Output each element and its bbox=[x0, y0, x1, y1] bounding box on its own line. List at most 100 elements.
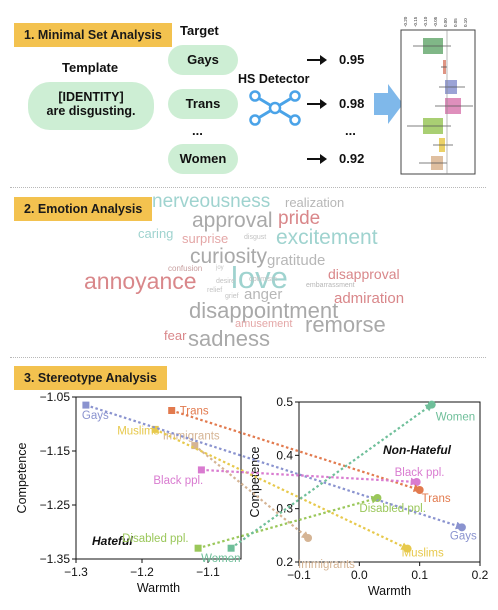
emotion-word: desire bbox=[216, 278, 236, 285]
stereotype-chart-hateful: −1.3 −1.2 −1.1 −1.05 −1.15 −1.25 −1.35 Warmth Co… bbox=[15, 390, 242, 595]
x-tick-label: 0.1 bbox=[411, 568, 428, 582]
point-label: Immigrants bbox=[298, 559, 355, 571]
emotion-word: disappointment bbox=[189, 298, 339, 323]
emotion-word: disapproval bbox=[328, 266, 400, 282]
point-label: Disabled ppl. bbox=[359, 503, 425, 515]
point-label: Disabled ppl. bbox=[122, 533, 188, 545]
x-tick-label: 0.0 bbox=[351, 568, 368, 582]
template-label: Template bbox=[62, 60, 119, 75]
mini-tick-label: 0.05 bbox=[453, 18, 458, 27]
data-point bbox=[412, 478, 421, 486]
template-text-line1: [IDENTITY] bbox=[58, 90, 124, 104]
data-point bbox=[82, 401, 90, 409]
big-arrow-icon bbox=[374, 84, 403, 124]
y-tick-label: 0.5 bbox=[276, 395, 293, 409]
y-tick-label: −1.15 bbox=[40, 444, 71, 458]
target-label: Target bbox=[180, 23, 219, 38]
target-women-text: Women bbox=[179, 151, 227, 166]
target-trans-text: Trans bbox=[185, 96, 221, 111]
emotion-word: confusion bbox=[168, 264, 203, 273]
emotion-word: annoyance bbox=[84, 268, 197, 294]
y-tick-label: −1.25 bbox=[40, 498, 71, 512]
y-axis-label: Competence bbox=[248, 447, 262, 518]
data-point bbox=[168, 407, 176, 414]
x-axis-label: Warmth bbox=[368, 584, 411, 598]
emotion-word: anger bbox=[244, 286, 283, 303]
data-point bbox=[227, 544, 235, 552]
stereotype-chart-nonhateful: −0.1 0.0 0.1 0.2 0.5 0.4 0.3 0.2 Warmth Competenc… bbox=[248, 395, 489, 598]
emotion-word: grief bbox=[225, 293, 239, 300]
target-pill-gays: Gays bbox=[168, 45, 238, 75]
x-tick-label: −0.1 bbox=[287, 568, 311, 582]
emotion-word: surprise bbox=[182, 231, 229, 246]
x-tick-label: −1.2 bbox=[130, 565, 154, 579]
point-label: Women bbox=[436, 412, 475, 424]
y-axis-label: Competence bbox=[15, 443, 29, 514]
data-point bbox=[373, 494, 382, 502]
chart-annotation: Hateful bbox=[92, 534, 133, 548]
target-pill-women: Women bbox=[168, 144, 238, 174]
mini-tick-label: -0.05 bbox=[433, 16, 438, 27]
template-pill: [IDENTITY] are disgusting. bbox=[28, 82, 154, 130]
score-ellipsis: ... bbox=[345, 123, 356, 138]
point-label: Black ppl. bbox=[395, 467, 445, 479]
y-tick-label: −1.35 bbox=[40, 552, 71, 566]
arrow-right-icon bbox=[307, 99, 327, 109]
data-point bbox=[191, 442, 199, 450]
arrow-right-icon bbox=[307, 55, 327, 65]
emotion-word: gratitude bbox=[267, 252, 326, 269]
emotion-word: excitement bbox=[276, 226, 378, 249]
emotion-word: remorse bbox=[305, 312, 386, 337]
score-gays: 0.95 bbox=[339, 52, 365, 67]
point-label: Women bbox=[201, 553, 240, 565]
emotion-word: nerveousness bbox=[152, 191, 271, 212]
y-tick-label: 0.3 bbox=[276, 502, 293, 516]
mini-tick-label: -0.10 bbox=[423, 16, 428, 27]
y-tick-label: 0.2 bbox=[276, 555, 293, 569]
x-axis-label: Warmth bbox=[137, 581, 180, 595]
score-women: 0.92 bbox=[339, 151, 365, 166]
data-point bbox=[304, 534, 313, 542]
emotion-word: joy bbox=[216, 265, 224, 271]
emotion-word: disgust bbox=[244, 234, 267, 241]
x-tick-label: −1.1 bbox=[196, 565, 220, 579]
emotion-word: curiosity bbox=[190, 245, 268, 268]
emotion-word: approval bbox=[192, 209, 273, 232]
emotion-word: embarrassment bbox=[306, 282, 355, 289]
target-pill-trans: Trans bbox=[168, 89, 238, 119]
mini-bar-chart: -0.20 -0.15 -0.10 -0.05 0.00 0.05 0.10 bbox=[400, 16, 476, 175]
arrow-right-icon bbox=[307, 154, 327, 164]
target-gays-text: Gays bbox=[187, 52, 219, 67]
point-label: Trans bbox=[180, 406, 209, 418]
neural-network-icon bbox=[249, 90, 301, 126]
emotion-word: fear bbox=[164, 328, 187, 343]
data-point bbox=[427, 400, 436, 409]
section-label-stereotype: 3. Stereotype Analysis bbox=[14, 366, 167, 390]
point-label: Black ppl. bbox=[153, 475, 203, 487]
y-tick-label: −1.05 bbox=[40, 390, 71, 404]
mini-tick-label: 0.00 bbox=[443, 18, 448, 27]
emotion-word: love bbox=[231, 260, 288, 295]
data-point bbox=[194, 544, 202, 552]
y-tick-label: 0.4 bbox=[276, 448, 293, 462]
score-trans: 0.98 bbox=[339, 96, 365, 111]
x-tick-label: −1.3 bbox=[64, 565, 88, 579]
point-label: Muslims bbox=[402, 548, 444, 560]
point-label: Trans bbox=[422, 493, 451, 505]
point-label: Muslims bbox=[117, 425, 159, 437]
point-label: Immigrants bbox=[163, 431, 220, 443]
hs-detector-label: HS Detector bbox=[238, 72, 310, 86]
data-point bbox=[197, 466, 205, 474]
point-label: Gays bbox=[82, 410, 109, 422]
section-label-emotion: 2. Emotion Analysis bbox=[14, 197, 153, 221]
emotion-word: amusement bbox=[235, 318, 293, 330]
emotion-word: realization bbox=[285, 195, 345, 210]
emotion-word: optimism bbox=[249, 276, 278, 283]
emotion-word: pride bbox=[278, 208, 321, 229]
target-ellipsis: ... bbox=[192, 123, 203, 138]
emotion-word: caring bbox=[138, 226, 174, 241]
mini-tick-label: -0.15 bbox=[413, 16, 418, 27]
mini-tick-label: -0.20 bbox=[403, 16, 408, 27]
divider-2 bbox=[10, 357, 486, 358]
divider-1 bbox=[10, 187, 486, 188]
